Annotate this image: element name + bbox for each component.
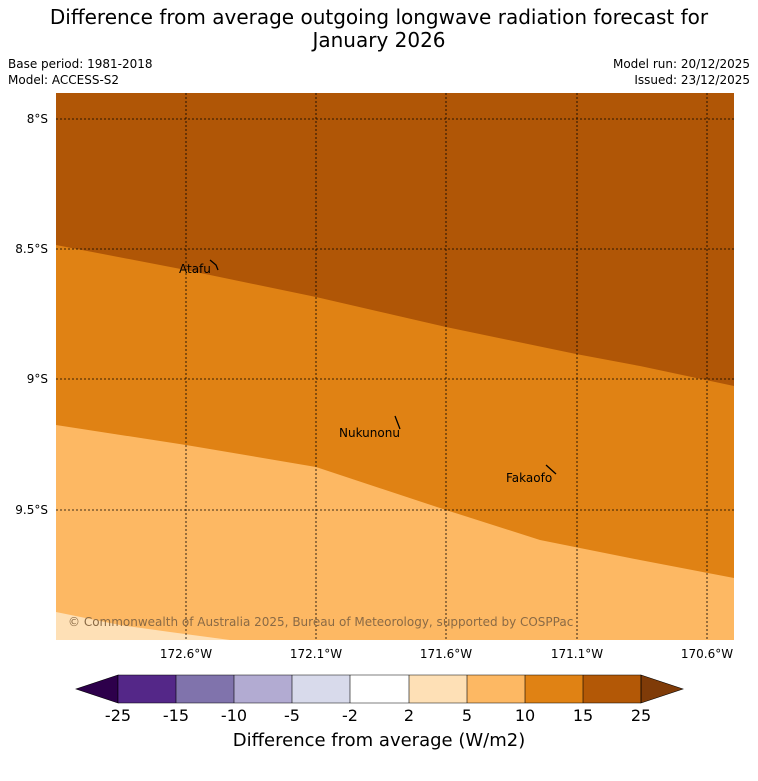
- colorbar-segment: [234, 675, 292, 703]
- colorbar-extend-low: [75, 674, 119, 704]
- band-2-5: [56, 612, 230, 640]
- colorbar-tick: -25: [105, 706, 131, 725]
- colorbar-tick: 2: [404, 706, 414, 725]
- colorbar-tick: 10: [515, 706, 535, 725]
- band-5-10: [56, 425, 734, 640]
- colorbar-tick: -15: [163, 706, 189, 725]
- title-line-2: January 2026: [312, 28, 446, 52]
- lat-label: 8.5°S: [15, 242, 48, 256]
- colorbar-tick: -2: [342, 706, 358, 725]
- lon-label: 172.6°W: [160, 647, 212, 661]
- colorbar-tick: -10: [221, 706, 247, 725]
- lat-label: 9.5°S: [15, 503, 48, 517]
- nukunonu-outline: [394, 415, 401, 430]
- colorbar-tick: 25: [631, 706, 651, 725]
- issued-date: Issued: 23/12/2025: [634, 73, 750, 87]
- colorbar: -25 -15 -10 -5 -2 2 5 10 15 25: [75, 674, 684, 725]
- lat-label: 9°S: [27, 372, 48, 386]
- fakaofo-outline: [545, 464, 557, 475]
- colorbar-segment: [409, 675, 467, 703]
- colorbar-segment: [176, 675, 234, 703]
- colorbar-tick: 5: [462, 706, 472, 725]
- place-label-fakaofo: Fakaofo: [506, 471, 552, 485]
- title-line-1: Difference from average outgoing longwav…: [49, 5, 709, 29]
- model-name: Model: ACCESS-S2: [8, 73, 120, 87]
- colorbar-segment: [525, 675, 583, 703]
- lon-label: 170.6°W: [681, 647, 733, 661]
- colorbar-segment: [292, 675, 350, 703]
- anomaly-field: [56, 93, 734, 640]
- lat-label: 8°S: [27, 112, 48, 126]
- colorbar-segment: [467, 675, 525, 703]
- gridlines: [56, 93, 734, 640]
- colorbar-segment: [350, 675, 409, 703]
- atafu-outline: [209, 259, 219, 271]
- colorbar-tick: 15: [573, 706, 593, 725]
- meta-left: Base period: 1981-2018 Model: ACCESS-S2: [8, 56, 153, 88]
- lon-label: 171.1°W: [551, 647, 603, 661]
- colorbar-segment: [583, 675, 641, 703]
- model-run: Model run: 20/12/2025: [612, 57, 750, 71]
- colorbar-extend-high: [640, 674, 684, 704]
- place-markers: [209, 259, 557, 475]
- base-period: Base period: 1981-2018: [8, 57, 153, 71]
- colorbar-title: Difference from average (W/m2): [232, 730, 526, 751]
- colorbar-tick: -5: [284, 706, 300, 725]
- lon-label: 171.6°W: [420, 647, 472, 661]
- meta-right: Model run: 20/12/2025 Issued: 23/12/2025: [613, 56, 750, 88]
- copyright-credit: © Commonwealth of Australia 2025, Bureau…: [68, 615, 573, 629]
- colorbar-segment: [118, 675, 176, 703]
- chart-title: Difference from average outgoing longwav…: [0, 6, 758, 52]
- lon-label: 172.1°W: [290, 647, 342, 661]
- place-label-atafu: Atafu: [179, 262, 211, 276]
- place-label-nukunonu: Nukunonu: [339, 426, 400, 440]
